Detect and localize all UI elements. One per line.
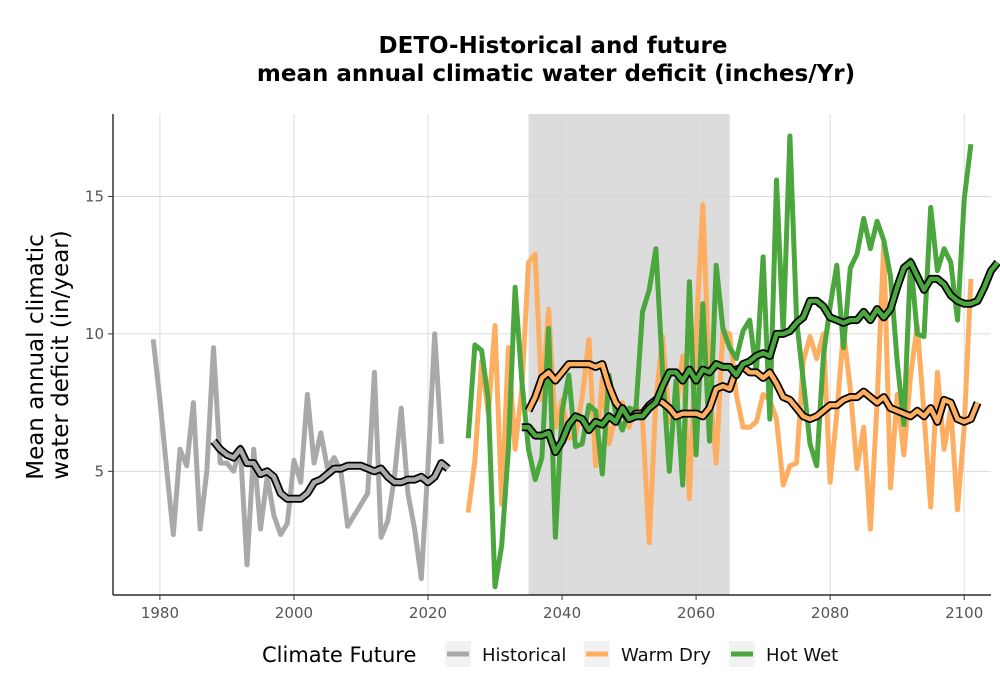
series-line-historical-running-mean [211,439,450,502]
legend-item-hot-wet: Hot Wet [729,641,838,667]
legend-label-historical: Historical [482,645,566,666]
x-tick-label: 1980 [141,604,179,622]
legend-label-warm-dry: Warm Dry [621,645,711,666]
series-layer [150,133,1000,590]
legend-item-warm-dry: Warm Dry [584,641,711,667]
y-axis-title-line-2: water deficit (in/year) [48,230,74,479]
x-tick-label: 2000 [275,604,313,622]
legend-item-historical: Historical [445,641,566,667]
x-tick-label: 2080 [811,604,849,622]
y-tick-label: 15 [85,187,104,205]
series-line-historical [150,331,444,581]
series-line-warm-dry-running-mean [526,361,980,425]
x-tick-label: 2020 [409,604,447,622]
series-line-hot-wet-running-mean [521,260,1000,455]
x-tick-label: 2040 [543,604,581,622]
x-tick-label: 2060 [677,604,715,622]
x-tick-label: 2100 [945,604,983,622]
y-tick-label: 10 [85,325,104,343]
chart-title-line-2: mean annual climatic water deficit (inch… [257,61,855,87]
y-axis-title-line-1: Mean annual climatic [23,234,49,480]
legend: Climate Future Historical Warm Dry Hot W… [262,641,838,667]
tick-labels: 1980 2000 2020 2040 2060 2080 2100 5 10 15 [85,187,983,622]
legend-title: Climate Future [262,643,416,667]
legend-label-hot-wet: Hot Wet [766,645,838,666]
y-tick-label: 5 [94,462,104,480]
chart-title-line-1: DETO-Historical and future [379,33,728,59]
